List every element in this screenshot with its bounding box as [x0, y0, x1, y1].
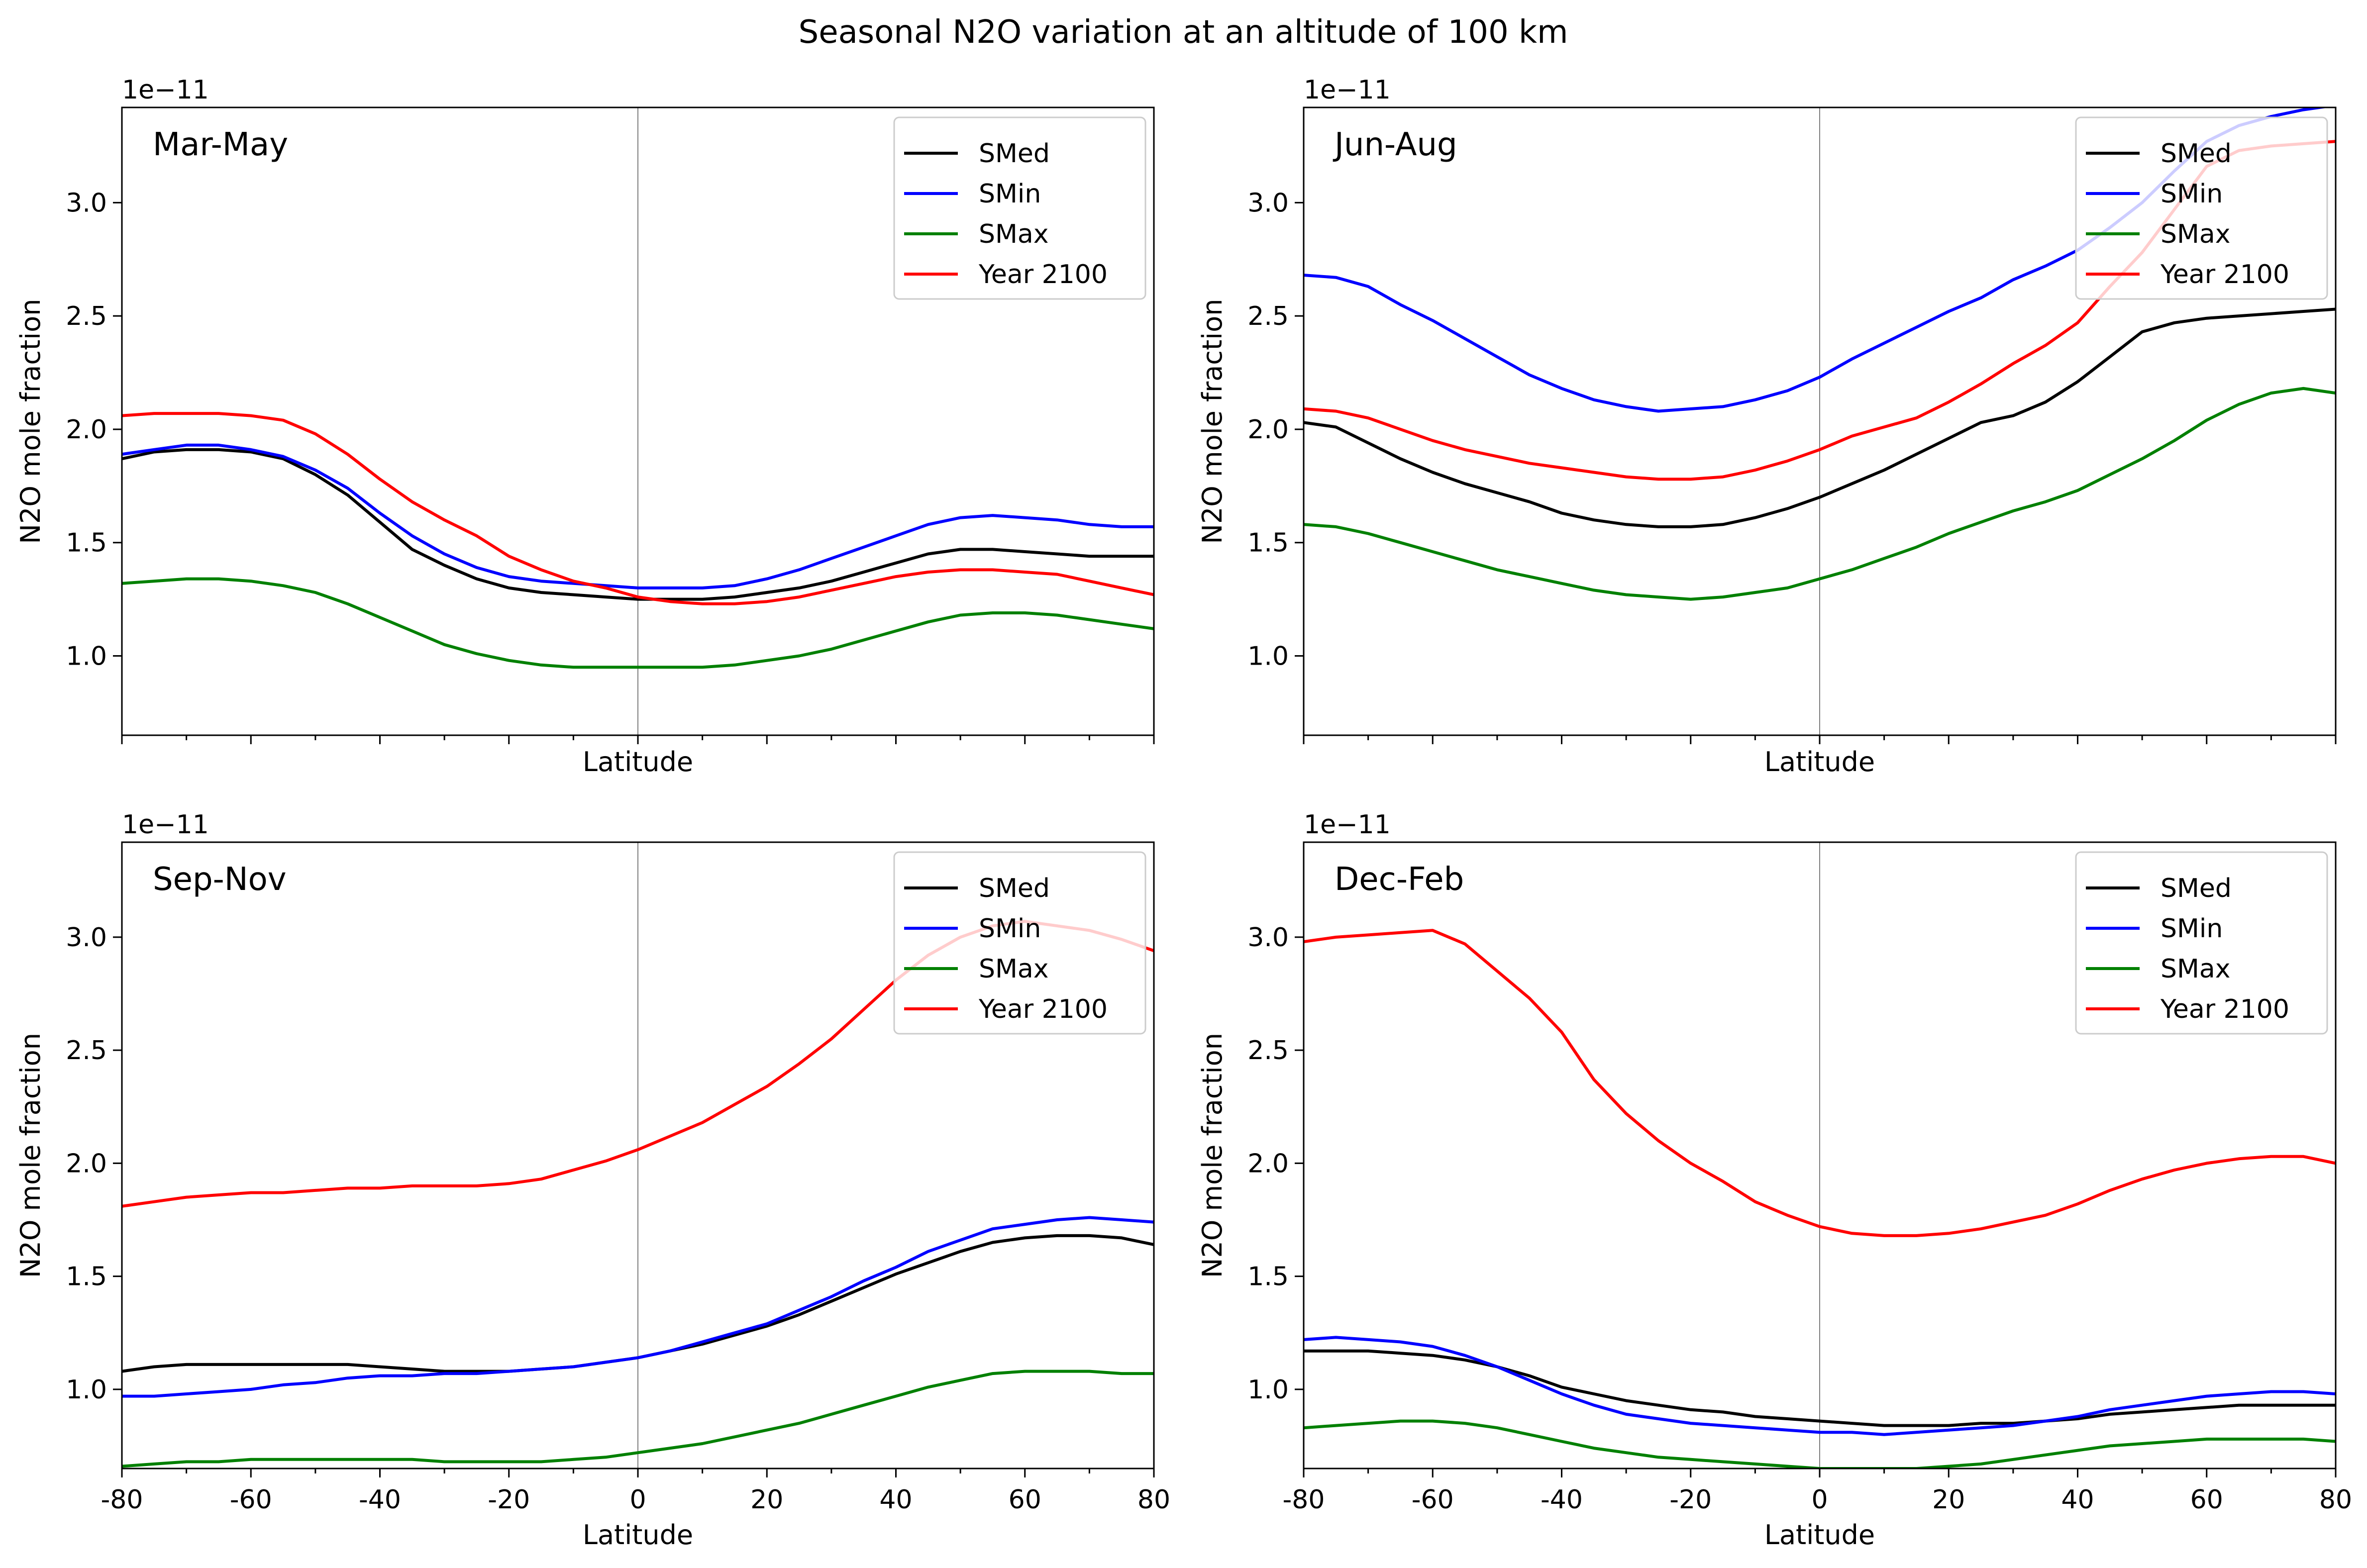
- panel-2-season-label: Jun-Aug: [1333, 126, 1457, 163]
- panel-3-x-axis-label: Latitude: [583, 1519, 693, 1551]
- panel-1-y-tick-label: 1.0: [66, 642, 107, 672]
- panel-2-legend-label-smed: SMed: [2161, 139, 2232, 169]
- panel-2-legend-label-smin: SMin: [2161, 179, 2223, 209]
- panel-3-y-tick-label: 2.0: [66, 1149, 107, 1178]
- panel-4-line-year-2100: [1304, 929, 2336, 1237]
- panel-3-legend-label-smin: SMin: [979, 914, 1041, 944]
- panel-4-y-tick-label: 2.0: [1247, 1149, 1289, 1178]
- panel-3: -80 -60 -40 -20 0 20 40 60 80 1.0 1.5 2.0 2.5 3.0 1e−1…: [15, 810, 1170, 1551]
- panel-4-y-tick-label: 1.0: [1247, 1375, 1289, 1405]
- figure-title: Seasonal N2O variation at an altitude of…: [799, 14, 1568, 51]
- panel-4-season-label: Dec-Feb: [1335, 861, 1464, 898]
- panel-4-x-tick-label: 60: [2190, 1485, 2223, 1515]
- panel-2-line-smax: [1304, 387, 2336, 601]
- panel-4-x-axis-label: Latitude: [1764, 1519, 1875, 1551]
- panel-1-line-year-2100: [122, 412, 1154, 605]
- panel-3-x-tick-label: 80: [1137, 1485, 1170, 1515]
- panels-container: 1.0 1.5 2.0 2.5 3.0 1e−11 Latitude N2O mole fra…: [15, 75, 2352, 1551]
- panel-3-line-smin: [122, 1216, 1154, 1398]
- panel-2-y-tick-label: 3.0: [1247, 188, 1289, 218]
- panel-4-x-tick-label: -80: [1283, 1485, 1325, 1515]
- panel-4-legend: SMed SMin SMax Year 2100: [2075, 851, 2328, 1035]
- panel-4-x-tick-label: -60: [1412, 1485, 1454, 1515]
- panel-4-line-smax: [1304, 1419, 2336, 1469]
- panel-1-season-label: Mar-May: [153, 126, 288, 163]
- panel-2-legend-label-smax: SMax: [2161, 219, 2231, 249]
- panel-3-y-tick-label: 1.0: [66, 1375, 107, 1405]
- panel-3-x-tick-label: 40: [879, 1485, 912, 1515]
- panel-4-legend-label-year-2100: Year 2100: [2160, 994, 2289, 1024]
- panel-3-y-tick-label: 3.0: [66, 923, 107, 953]
- panel-3-x-tick-label: 20: [750, 1485, 783, 1515]
- panel-4-line-smin: [1304, 1336, 2336, 1436]
- panel-4-x-tick-label: -20: [1669, 1485, 1712, 1515]
- panel-2-y-tick-label: 1.0: [1247, 642, 1289, 672]
- panel-4-y-tick-label: 3.0: [1247, 923, 1289, 953]
- panel-2-y-offset-label: 1e−11: [1304, 75, 1391, 105]
- panel-4-x-tick-label: 0: [1811, 1485, 1828, 1515]
- panel-1-y-tick-label: 1.5: [66, 528, 107, 558]
- panel-4-legend-box: [2075, 851, 2328, 1035]
- panel-4-x-tick-label: 20: [1932, 1485, 1965, 1515]
- panel-3-legend-label-smed: SMed: [979, 874, 1050, 903]
- panel-2-y-tick-label: 2.0: [1247, 415, 1289, 445]
- panel-1-line-smin: [122, 443, 1154, 589]
- panel-1-y-axis-label: N2O mole fraction: [15, 299, 46, 544]
- panel-1-y-tick-label: 2.5: [66, 301, 107, 331]
- panel-4-x-tick-label: 40: [2061, 1485, 2094, 1515]
- panel-4-y-tick-label: 1.5: [1247, 1262, 1289, 1292]
- panel-1-line-smed: [122, 448, 1154, 601]
- panel-3-x-tick-label: -60: [230, 1485, 272, 1515]
- panel-3-x-tick-label: -40: [359, 1485, 401, 1515]
- panel-3-x-tick-label: -80: [101, 1485, 143, 1515]
- panel-2-y-tick-label: 1.5: [1247, 528, 1289, 558]
- panel-1-y-tick-label: 2.0: [66, 415, 107, 445]
- panel-4: -80 -60 -40 -20 0 20 40 60 80 1.0 1.5 2.0 2.5 3.0 1e−1…: [1197, 810, 2352, 1551]
- panel-4-legend-label-smed: SMed: [2161, 874, 2232, 903]
- panel-1-legend: SMed SMin SMax Year 2100: [893, 116, 1146, 300]
- panel-1-y-offset-label: 1e−11: [122, 75, 209, 105]
- panel-4-line-smed: [1304, 1349, 2336, 1427]
- panel-2-y-tick-label: 2.5: [1247, 301, 1289, 331]
- panel-4-x-tick-label: 80: [2319, 1485, 2352, 1515]
- panel-3-x-tick-label: 60: [1009, 1485, 1041, 1515]
- panel-1-x-axis-label: Latitude: [583, 746, 693, 778]
- panel-3-y-tick-label: 2.5: [66, 1036, 107, 1066]
- panel-1-y-tick-label: 3.0: [66, 188, 107, 218]
- panel-3-line-smax: [122, 1370, 1154, 1468]
- panel-1-legend-label-smax: SMax: [979, 219, 1049, 249]
- panel-2-line-smed: [1304, 307, 2336, 528]
- panel-2-legend-label-year-2100: Year 2100: [2160, 260, 2289, 290]
- panel-1-legend-label-smed: SMed: [979, 139, 1050, 169]
- panel-4-y-tick-label: 2.5: [1247, 1036, 1289, 1066]
- panel-3-legend: SMed SMin SMax Year 2100: [893, 851, 1146, 1035]
- panel-3-y-tick-label: 1.5: [66, 1262, 107, 1292]
- panel-3-x-tick-label: 0: [629, 1485, 646, 1515]
- panel-1-legend-label-smin: SMin: [979, 179, 1041, 209]
- panel-1: 1.0 1.5 2.0 2.5 3.0 1e−11 Latitude N2O mole fra…: [15, 75, 1155, 778]
- panel-3-y-axis-label: N2O mole fraction: [15, 1033, 46, 1278]
- panel-3-y-offset-label: 1e−11: [122, 810, 209, 840]
- panel-2-x-axis-label: Latitude: [1764, 746, 1875, 778]
- panel-3-x-tick-label: -20: [488, 1485, 530, 1515]
- panel-3-legend-box: [893, 851, 1146, 1035]
- panel-1-legend-label-year-2100: Year 2100: [978, 260, 1108, 290]
- panel-1-legend-box: [893, 116, 1146, 300]
- panel-3-season-label: Sep-Nov: [153, 861, 287, 898]
- panel-3-legend-label-year-2100: Year 2100: [978, 994, 1108, 1024]
- panel-4-legend-label-smax: SMax: [2161, 954, 2231, 984]
- panel-4-legend-label-smin: SMin: [2161, 914, 2223, 944]
- panel-1-line-smax: [122, 577, 1154, 669]
- panel-2-legend-box: [2075, 116, 2328, 300]
- panel-4-y-axis-label: N2O mole fraction: [1197, 1033, 1228, 1278]
- panel-3-legend-label-smax: SMax: [979, 954, 1049, 984]
- panel-2: 1.0 1.5 2.0 2.5 3.0 1e−11 Latitude N2O mole fra…: [1197, 75, 2337, 778]
- panel-2-y-axis-label: N2O mole fraction: [1197, 299, 1228, 544]
- panel-4-y-offset-label: 1e−11: [1304, 810, 1391, 840]
- panel-4-x-tick-label: -40: [1541, 1485, 1583, 1515]
- panel-2-legend: SMed SMin SMax Year 2100: [2075, 116, 2328, 300]
